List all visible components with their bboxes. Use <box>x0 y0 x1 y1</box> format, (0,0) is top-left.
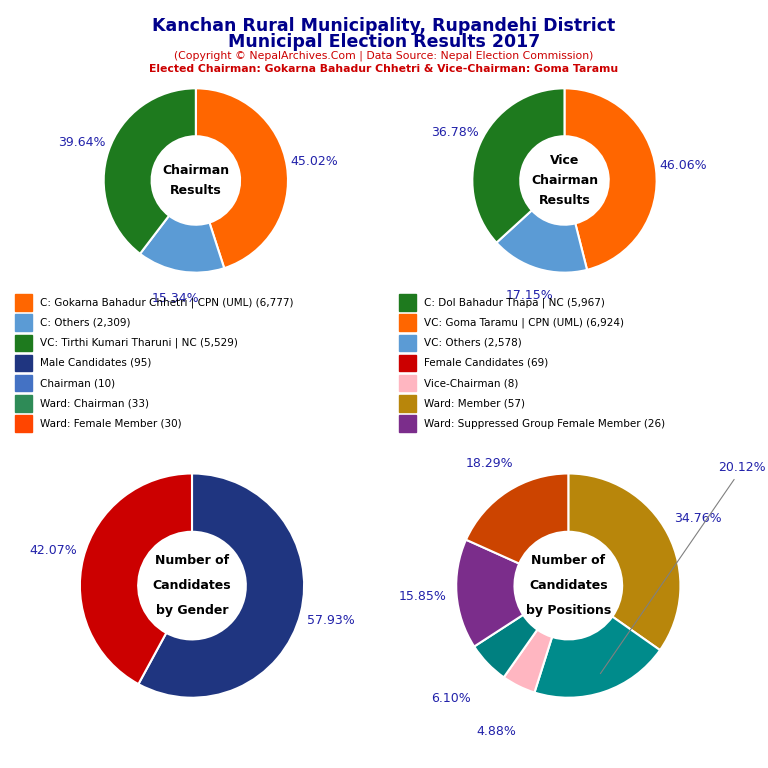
FancyBboxPatch shape <box>399 396 416 412</box>
Wedge shape <box>456 540 523 647</box>
Text: Ward: Suppressed Group Female Member (26): Ward: Suppressed Group Female Member (26… <box>424 419 665 429</box>
FancyBboxPatch shape <box>399 415 416 432</box>
Text: Ward: Chairman (33): Ward: Chairman (33) <box>40 399 149 409</box>
FancyBboxPatch shape <box>399 355 416 371</box>
Wedge shape <box>474 615 538 677</box>
Wedge shape <box>504 630 552 693</box>
Text: Chairman: Chairman <box>162 164 230 177</box>
Text: Chairman: Chairman <box>531 174 598 187</box>
Text: 15.34%: 15.34% <box>152 292 200 305</box>
Text: Male Candidates (95): Male Candidates (95) <box>40 358 151 368</box>
Text: 45.02%: 45.02% <box>290 155 338 168</box>
Text: 18.29%: 18.29% <box>465 457 513 470</box>
Text: Ward: Female Member (30): Ward: Female Member (30) <box>40 419 181 429</box>
Text: Vice: Vice <box>550 154 579 167</box>
Text: 36.78%: 36.78% <box>431 126 478 139</box>
Wedge shape <box>466 473 568 564</box>
Text: Ward: Member (57): Ward: Member (57) <box>424 399 525 409</box>
Text: Chairman (10): Chairman (10) <box>40 378 115 388</box>
Text: by Gender: by Gender <box>156 604 228 617</box>
Text: 34.76%: 34.76% <box>674 512 721 525</box>
FancyBboxPatch shape <box>399 314 416 331</box>
Text: 17.15%: 17.15% <box>506 289 554 302</box>
FancyBboxPatch shape <box>399 335 416 351</box>
Text: Results: Results <box>170 184 222 197</box>
Text: by Positions: by Positions <box>525 604 611 617</box>
Text: (Copyright © NepalArchives.Com | Data Source: Nepal Election Commission): (Copyright © NepalArchives.Com | Data So… <box>174 51 594 61</box>
Text: Number of: Number of <box>531 554 605 568</box>
Text: Results: Results <box>538 194 591 207</box>
Wedge shape <box>535 617 660 697</box>
Text: Kanchan Rural Municipality, Rupandehi District: Kanchan Rural Municipality, Rupandehi Di… <box>152 17 616 35</box>
Text: 6.10%: 6.10% <box>432 692 471 705</box>
Text: C: Gokarna Bahadur Chhetri | CPN (UML) (6,777): C: Gokarna Bahadur Chhetri | CPN (UML) (… <box>40 297 293 307</box>
Text: C: Dol Bahadur Thapa | NC (5,967): C: Dol Bahadur Thapa | NC (5,967) <box>424 297 605 307</box>
FancyBboxPatch shape <box>15 335 32 351</box>
Text: 4.88%: 4.88% <box>476 725 516 738</box>
Text: 46.06%: 46.06% <box>660 159 707 172</box>
Wedge shape <box>496 210 587 273</box>
Text: 42.07%: 42.07% <box>29 544 77 557</box>
FancyBboxPatch shape <box>399 294 416 310</box>
Text: 15.85%: 15.85% <box>399 591 447 603</box>
Wedge shape <box>104 88 196 253</box>
Text: VC: Tirthi Kumari Tharuni | NC (5,529): VC: Tirthi Kumari Tharuni | NC (5,529) <box>40 337 238 348</box>
Text: 39.64%: 39.64% <box>58 136 106 149</box>
FancyBboxPatch shape <box>15 415 32 432</box>
Wedge shape <box>138 473 304 697</box>
Text: Municipal Election Results 2017: Municipal Election Results 2017 <box>228 33 540 51</box>
Wedge shape <box>472 88 564 243</box>
Text: Candidates: Candidates <box>153 579 231 592</box>
FancyBboxPatch shape <box>15 355 32 371</box>
Wedge shape <box>80 473 192 684</box>
Text: 20.12%: 20.12% <box>601 462 766 674</box>
FancyBboxPatch shape <box>15 294 32 310</box>
FancyBboxPatch shape <box>399 375 416 392</box>
Text: Number of: Number of <box>155 554 229 568</box>
FancyBboxPatch shape <box>15 375 32 392</box>
Text: Vice-Chairman (8): Vice-Chairman (8) <box>424 378 518 388</box>
Text: Elected Chairman: Gokarna Bahadur Chhetri & Vice-Chairman: Goma Taramu: Elected Chairman: Gokarna Bahadur Chhetr… <box>150 64 618 74</box>
Wedge shape <box>196 88 288 268</box>
Wedge shape <box>568 473 680 650</box>
Text: Female Candidates (69): Female Candidates (69) <box>424 358 548 368</box>
Text: VC: Others (2,578): VC: Others (2,578) <box>424 338 521 348</box>
Wedge shape <box>140 216 224 273</box>
Wedge shape <box>564 88 657 270</box>
Text: VC: Goma Taramu | CPN (UML) (6,924): VC: Goma Taramu | CPN (UML) (6,924) <box>424 317 624 328</box>
Text: 57.93%: 57.93% <box>307 614 355 627</box>
Text: C: Others (2,309): C: Others (2,309) <box>40 317 131 327</box>
FancyBboxPatch shape <box>15 314 32 331</box>
FancyBboxPatch shape <box>15 396 32 412</box>
Text: Candidates: Candidates <box>529 579 607 592</box>
